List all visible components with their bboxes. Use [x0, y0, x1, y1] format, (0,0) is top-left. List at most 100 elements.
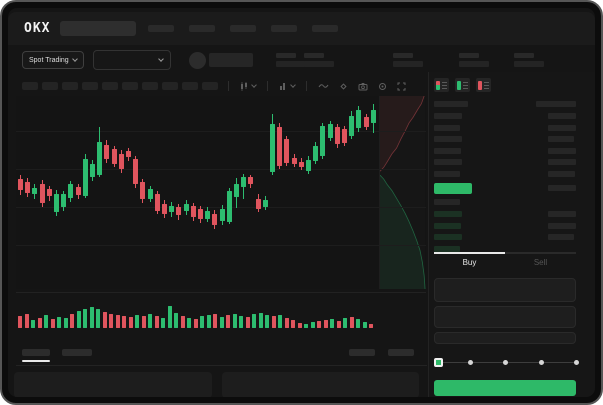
candlestick-chart[interactable] — [16, 95, 426, 290]
candle — [32, 188, 38, 194]
timeframe-button-placeholder[interactable] — [62, 82, 78, 90]
volume-bar — [304, 324, 308, 328]
total-input-placeholder[interactable] — [434, 332, 576, 344]
timeframe-button-placeholder[interactable] — [22, 82, 38, 90]
indicators-icon[interactable] — [279, 82, 296, 91]
amount-input-placeholder[interactable] — [434, 306, 576, 328]
amount-slider[interactable] — [434, 358, 579, 368]
line-style-icon[interactable] — [318, 82, 329, 90]
pane-divider — [16, 292, 426, 293]
volume-bar — [239, 316, 243, 328]
tab-buy[interactable]: Buy — [434, 252, 505, 271]
search-input[interactable] — [60, 21, 137, 36]
orderbook-row-bar — [434, 136, 462, 143]
nav-item-placeholder[interactable] — [271, 25, 298, 32]
slider-stop[interactable] — [467, 360, 473, 365]
divider — [228, 81, 229, 91]
volume-bar — [284, 318, 289, 328]
volume-bar — [141, 316, 146, 328]
candle — [75, 187, 81, 195]
price-input-placeholder[interactable] — [434, 278, 576, 302]
buy-submit-button[interactable] — [434, 380, 576, 396]
tab-action-placeholder[interactable] — [349, 349, 375, 356]
volume-bar — [265, 315, 269, 328]
volume-bar — [31, 320, 35, 328]
orderbook-row-bar — [434, 211, 462, 217]
volume-bar — [369, 324, 373, 328]
volume-bar — [232, 314, 237, 328]
okx-logo[interactable]: OKX — [24, 21, 51, 36]
timeframe-button-placeholder[interactable] — [162, 82, 178, 90]
orderbook-row-bar — [434, 222, 461, 229]
orderbook-row-bar — [434, 124, 460, 131]
timeframe-button-placeholder[interactable] — [122, 82, 138, 90]
candle — [334, 127, 340, 144]
candle — [54, 194, 59, 212]
pair-select-dropdown[interactable] — [92, 50, 171, 70]
candle — [219, 209, 225, 221]
timeframe-button-placeholder[interactable] — [202, 82, 218, 90]
tab-orders-placeholder[interactable] — [22, 349, 50, 356]
chevron-down-icon — [157, 56, 164, 62]
trade-tabs: Buy Sell — [434, 252, 576, 271]
divider — [306, 81, 307, 91]
slider-stop[interactable] — [503, 360, 508, 365]
candle — [140, 182, 146, 199]
volume-bar — [310, 322, 315, 328]
candle — [298, 162, 304, 167]
volume-bar — [323, 320, 328, 328]
orderbook-row-bar — [548, 124, 576, 131]
orderbook-row-bar — [434, 199, 460, 205]
volume-bar — [206, 315, 211, 328]
timeframe-button-placeholder[interactable] — [142, 82, 158, 90]
volume-bar — [128, 317, 133, 328]
orderbook-row-bar — [548, 159, 576, 166]
draw-tool-icon[interactable] — [339, 82, 348, 91]
nav-item-placeholder[interactable] — [230, 25, 257, 32]
volume-bar — [213, 314, 217, 328]
candle — [306, 160, 311, 171]
book-asks-icon[interactable] — [476, 78, 491, 92]
volume-bar — [115, 315, 120, 328]
bottom-tab-bar — [16, 346, 426, 364]
timeframe-button-placeholder[interactable] — [182, 82, 198, 90]
settings-gear-icon[interactable] — [378, 82, 387, 91]
timeframe-button-placeholder[interactable] — [82, 82, 98, 90]
slider-handle[interactable] — [434, 358, 443, 367]
volume-bar — [148, 314, 152, 328]
nav-item-placeholder[interactable] — [312, 25, 339, 32]
ticker-stat-placeholder — [514, 53, 544, 67]
book-bids-icon[interactable] — [455, 78, 470, 92]
candle — [18, 179, 23, 190]
fullscreen-icon[interactable] — [397, 82, 406, 91]
volume-bar — [24, 314, 29, 328]
ticker-stat-placeholder — [393, 53, 423, 67]
volume-bar — [349, 317, 354, 328]
tab-sell[interactable]: Sell — [505, 252, 576, 271]
candle — [176, 207, 182, 215]
tab-action-placeholder[interactable] — [388, 349, 414, 356]
nav-item-placeholder[interactable] — [189, 25, 216, 32]
market-type-dropdown[interactable]: Spot Trading — [22, 51, 84, 69]
tab-history-placeholder[interactable] — [62, 349, 92, 356]
candle — [226, 191, 232, 222]
volume-bar — [271, 316, 276, 328]
slider-stop[interactable] — [538, 360, 544, 365]
candle — [313, 146, 319, 161]
chevron-down-icon — [71, 56, 78, 62]
candle — [154, 194, 160, 211]
timeframe-button-placeholder[interactable] — [102, 82, 118, 90]
chart-type-icon[interactable] — [240, 81, 257, 91]
market-type-label: Spot Trading — [29, 56, 69, 64]
timeframe-button-placeholder[interactable] — [42, 82, 58, 90]
nav-item-placeholder[interactable] — [148, 25, 175, 32]
volume-bar — [258, 313, 263, 328]
candle — [255, 199, 261, 209]
book-both-icon[interactable] — [434, 78, 449, 92]
volume-bar — [317, 321, 321, 328]
candle — [190, 206, 196, 217]
slider-stop[interactable] — [574, 360, 579, 365]
snapshot-camera-icon[interactable] — [358, 82, 368, 91]
orderbook-row-bar — [434, 171, 460, 177]
volume-bar — [226, 315, 230, 328]
